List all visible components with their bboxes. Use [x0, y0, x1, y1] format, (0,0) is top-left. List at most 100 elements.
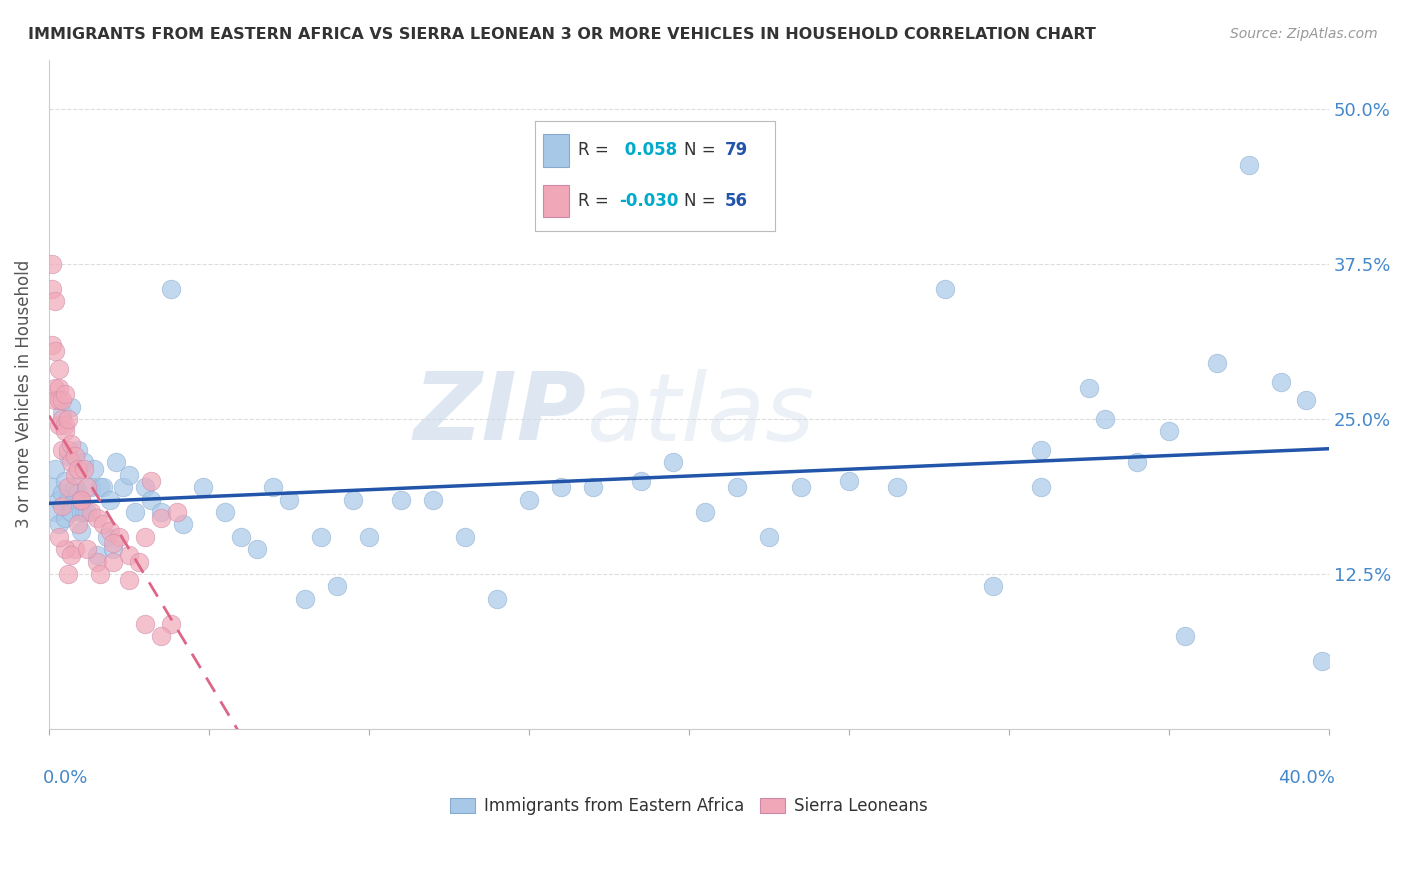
Point [886, 480, 908, 494]
Y-axis label: 3 or more Vehicles in Household: 3 or more Vehicles in Household [15, 260, 32, 528]
Point [51, 499, 73, 513]
Point [70, 505, 93, 519]
Point [149, 505, 172, 519]
Point [48, 517, 70, 532]
Point [48, 381, 70, 395]
Point [1029, 442, 1052, 457]
Text: atlas: atlas [586, 368, 814, 459]
Point [101, 536, 124, 550]
Point [63, 542, 86, 557]
Point [44, 461, 66, 475]
Point [166, 505, 188, 519]
Point [108, 530, 131, 544]
Bar [543, 185, 569, 218]
Point [60, 505, 83, 519]
Point [134, 480, 156, 494]
Point [191, 480, 214, 494]
Point [389, 492, 412, 507]
Point [96, 530, 118, 544]
Point [101, 555, 124, 569]
Point [86, 555, 108, 569]
Text: 40.0%: 40.0% [1278, 769, 1336, 787]
Point [86, 549, 108, 563]
Point [41, 480, 63, 494]
Point [66, 486, 89, 500]
Point [41, 257, 63, 271]
Point [53, 511, 76, 525]
Point [214, 505, 236, 519]
Point [454, 530, 477, 544]
Point [48, 530, 70, 544]
Point [758, 530, 780, 544]
Point [1029, 480, 1052, 494]
Point [1094, 412, 1116, 426]
Point [56, 442, 79, 457]
Point [60, 455, 83, 469]
Text: 0.058: 0.058 [619, 142, 678, 160]
Point [70, 492, 93, 507]
Point [66, 442, 89, 457]
Point [89, 480, 111, 494]
Point [294, 591, 316, 606]
Text: N =: N = [683, 142, 721, 160]
Point [111, 480, 134, 494]
Point [93, 517, 115, 532]
Point [44, 381, 66, 395]
Point [44, 505, 66, 519]
Point [326, 579, 349, 593]
Point [48, 492, 70, 507]
Point [422, 492, 444, 507]
Point [1174, 629, 1197, 643]
Bar [543, 134, 569, 167]
Point [1157, 425, 1180, 439]
Point [98, 492, 121, 507]
Point [41, 282, 63, 296]
Point [246, 542, 269, 557]
Point [60, 400, 83, 414]
Point [101, 542, 124, 557]
Text: Source: ZipAtlas.com: Source: ZipAtlas.com [1230, 27, 1378, 41]
Point [70, 492, 93, 507]
Text: 56: 56 [724, 192, 748, 210]
Point [63, 467, 86, 482]
Point [70, 524, 93, 538]
Point [118, 467, 141, 482]
Text: R =: R = [578, 192, 614, 210]
Text: N =: N = [683, 192, 721, 210]
Point [60, 549, 83, 563]
Point [76, 505, 98, 519]
Text: 79: 79 [724, 142, 748, 160]
Point [550, 480, 572, 494]
Point [51, 406, 73, 420]
Point [51, 442, 73, 457]
Text: 0.0%: 0.0% [42, 769, 89, 787]
Point [141, 492, 163, 507]
Point [48, 362, 70, 376]
Point [141, 474, 163, 488]
Point [981, 579, 1004, 593]
Text: R =: R = [578, 142, 614, 160]
Point [56, 480, 79, 494]
Point [1270, 375, 1292, 389]
Point [76, 480, 98, 494]
Point [1312, 654, 1334, 668]
Text: ZIP: ZIP [413, 368, 586, 460]
Point [63, 492, 86, 507]
Point [56, 566, 79, 581]
Point [1205, 356, 1227, 370]
Point [51, 412, 73, 426]
Point [53, 387, 76, 401]
Point [53, 474, 76, 488]
Point [159, 282, 181, 296]
Point [51, 486, 73, 500]
Point [1077, 381, 1099, 395]
Point [56, 449, 79, 463]
Point [73, 505, 96, 519]
Point [53, 425, 76, 439]
Point [63, 449, 86, 463]
Point [89, 566, 111, 581]
Text: IMMIGRANTS FROM EASTERN AFRICA VS SIERRA LEONEAN 3 OR MORE VEHICLES IN HOUSEHOLD: IMMIGRANTS FROM EASTERN AFRICA VS SIERRA… [28, 27, 1097, 42]
Point [63, 480, 86, 494]
Point [86, 511, 108, 525]
Point [1126, 455, 1149, 469]
